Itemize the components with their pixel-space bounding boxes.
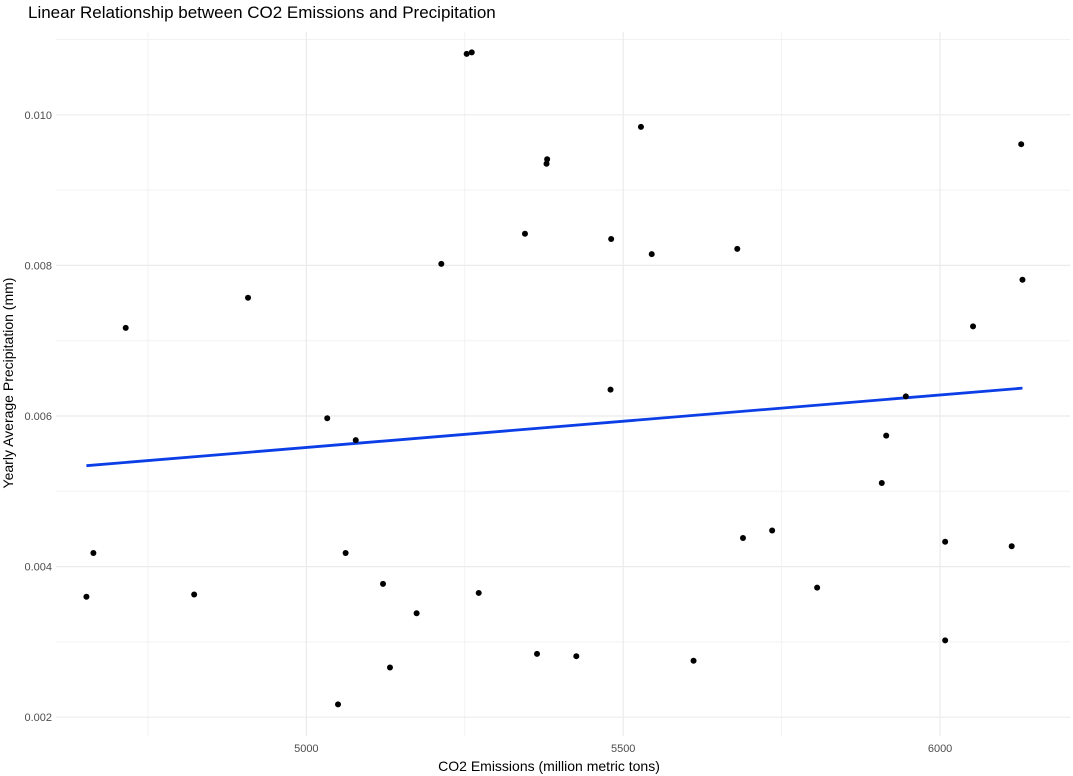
data-point <box>90 550 97 557</box>
data-point <box>1008 543 1015 550</box>
x-tick-label: 6000 <box>928 743 952 755</box>
data-point <box>245 294 252 301</box>
data-point <box>883 432 890 439</box>
data-point <box>122 324 129 331</box>
data-point <box>970 323 977 330</box>
data-point <box>942 637 949 644</box>
data-point <box>83 593 90 600</box>
data-point <box>521 230 528 237</box>
data-point <box>534 650 541 657</box>
data-point <box>1019 276 1026 283</box>
data-point <box>342 550 349 557</box>
grid-major <box>56 32 1070 736</box>
y-axis-label: Yearly Average Precipitation (mm) <box>0 278 16 489</box>
data-point <box>380 580 387 587</box>
data-point <box>607 386 614 393</box>
data-point <box>324 415 331 422</box>
data-point <box>608 236 615 243</box>
chart-title: Linear Relationship between CO2 Emission… <box>28 3 496 22</box>
y-tick-label: 0.008 <box>24 260 52 272</box>
x-tick-labels: 5000 5500 6000 <box>294 743 952 755</box>
data-point <box>463 50 470 57</box>
data-point <box>475 589 482 596</box>
data-point <box>543 160 550 167</box>
data-point <box>544 156 551 163</box>
data-point <box>814 584 821 591</box>
data-point <box>902 393 909 400</box>
y-tick-label: 0.002 <box>24 712 52 724</box>
y-tick-label: 0.010 <box>24 110 52 122</box>
x-tick-label: 5500 <box>611 743 635 755</box>
y-tick-labels: 0.002 0.004 0.006 0.008 0.010 <box>24 110 52 724</box>
x-tick-label: 5000 <box>294 743 318 755</box>
data-point <box>191 591 198 598</box>
data-point <box>648 251 655 258</box>
data-point <box>637 123 644 130</box>
data-point <box>573 653 580 660</box>
x-axis-label: CO2 Emissions (million metric tons) <box>438 758 660 774</box>
data-point <box>878 480 885 487</box>
data-points <box>83 49 1026 708</box>
data-point <box>468 49 475 56</box>
data-point <box>352 437 359 444</box>
data-point <box>769 527 776 534</box>
data-point <box>438 260 445 267</box>
data-point <box>1018 141 1025 148</box>
trend-line <box>86 386 1023 468</box>
grid-minor <box>56 32 1070 736</box>
data-point <box>739 534 746 541</box>
data-point <box>734 245 741 252</box>
y-tick-label: 0.004 <box>24 562 52 574</box>
y-tick-label: 0.006 <box>24 411 52 423</box>
data-point <box>942 538 949 545</box>
data-point <box>413 610 420 617</box>
data-point <box>386 664 393 671</box>
data-point <box>690 657 697 664</box>
data-point <box>335 701 342 708</box>
trend-line-group <box>86 386 1023 468</box>
